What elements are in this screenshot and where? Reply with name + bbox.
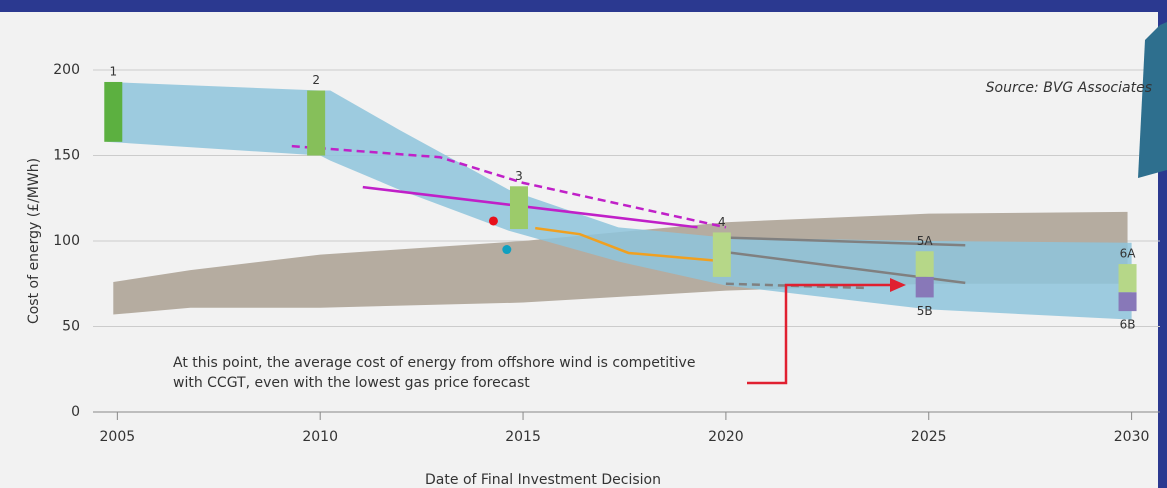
y-tick-label: 200	[53, 62, 80, 78]
x-tick-label: 2005	[100, 429, 136, 445]
range-bar	[916, 277, 934, 298]
x-axis-label: Date of Final Investment Decision	[425, 472, 661, 488]
chart: 0 50 100 150 200 2005 2010 2015 2020 2025 2030 1 2 3 4…	[0, 0, 1167, 488]
range-bar-label: 6A	[1120, 247, 1137, 261]
x-tick-label: 2020	[708, 429, 744, 445]
range-bar	[104, 82, 122, 142]
y-tick-label: 150	[53, 148, 80, 164]
range-bar-label: 5A	[917, 234, 934, 248]
range-bar-label: 1	[109, 64, 117, 78]
y-tick-label: 0	[71, 404, 80, 420]
range-bar	[1119, 264, 1137, 292]
range-bar	[510, 186, 528, 229]
range-bar	[307, 91, 325, 156]
top-bar	[0, 0, 1167, 12]
range-bar	[713, 232, 731, 276]
range-bar-label: 2	[312, 73, 320, 87]
x-tick-label: 2010	[302, 429, 338, 445]
annotation-line: with CCGT, even with the lowest gas pric…	[173, 375, 530, 391]
point	[489, 216, 498, 225]
range-bar-label: 6B	[1120, 318, 1136, 332]
y-axis-label: Cost of energy (£/MWh)	[26, 158, 42, 324]
x-tick-label: 2030	[1114, 429, 1150, 445]
x-tick-label: 2015	[505, 429, 541, 445]
range-bar	[1119, 292, 1137, 311]
y-tick-label: 50	[62, 319, 80, 335]
range-bar-label: 3	[515, 169, 523, 183]
point	[502, 245, 511, 254]
x-tick-label: 2025	[911, 429, 947, 445]
source: Source: BVG Associates	[986, 80, 1152, 96]
y-tick-label: 100	[53, 233, 80, 249]
range-bar-label: 4	[718, 215, 726, 229]
range-bar-label: 5B	[917, 304, 933, 318]
range-bar	[916, 251, 934, 277]
annotation-line: At this point, the average cost of energ…	[173, 355, 695, 371]
